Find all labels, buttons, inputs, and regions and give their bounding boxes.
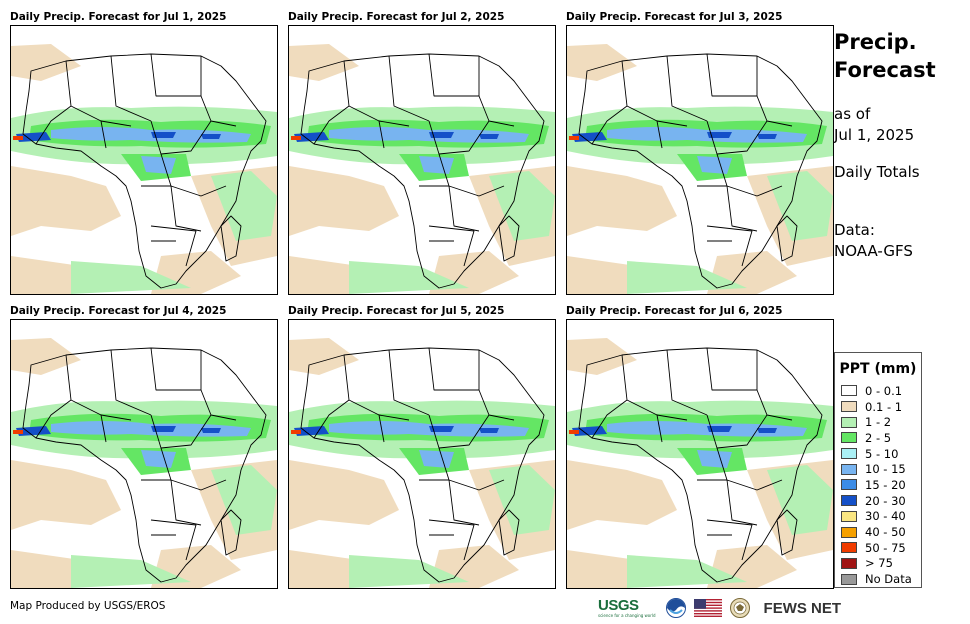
legend-item: 10 - 15 (835, 461, 921, 477)
as-of-date: Jul 1, 2025 (834, 126, 915, 144)
precip-map (566, 25, 834, 295)
legend-swatch (841, 416, 857, 428)
precip-map (288, 25, 556, 295)
legend-label: 0.1 - 1 (865, 399, 903, 414)
precip-map (10, 319, 278, 589)
legend-item: 50 - 75 (835, 540, 921, 556)
panel-title: Daily Precip. Forecast for Jul 5, 2025 (288, 305, 505, 317)
panel-title: Daily Precip. Forecast for Jul 1, 2025 (10, 11, 227, 23)
legend-item: 0.1 - 1 (835, 399, 921, 415)
legend-label: 30 - 40 (865, 509, 906, 524)
legend-label: 0 - 0.1 (865, 383, 903, 398)
legend-item: 0 - 0.1 (835, 383, 921, 399)
as-of-label: as of (834, 105, 871, 123)
legend-swatch (841, 479, 857, 491)
legend-item: 1 - 2 (835, 414, 921, 430)
data-label: Data: (834, 221, 875, 239)
africa-precip-map (567, 337, 833, 588)
africa-precip-map (11, 43, 277, 294)
precip-map (566, 319, 834, 589)
legend-item: 40 - 50 (835, 524, 921, 540)
africa-precip-map (11, 337, 277, 588)
legend-swatch (841, 573, 857, 585)
usgs-tagline: science for a changing world (598, 613, 656, 618)
africa-precip-map (289, 337, 555, 588)
totals-label: Daily Totals (834, 163, 920, 181)
fews-net-logo: FEWS NET (763, 599, 842, 617)
usgs-wordmark: USGS (598, 597, 639, 614)
legend-label: 5 - 10 (865, 446, 899, 461)
panel-title: Daily Precip. Forecast for Jul 3, 2025 (566, 11, 783, 23)
legend-item: 30 - 40 (835, 509, 921, 525)
panel-title: Daily Precip. Forecast for Jul 6, 2025 (566, 305, 783, 317)
map-credit: Map Produced by USGS/EROS (10, 600, 166, 612)
legend-swatch (841, 401, 857, 413)
us-flag-icon (693, 599, 722, 617)
legend-swatch (841, 495, 857, 507)
legend-swatch (841, 385, 857, 397)
legend-label: No Data (865, 572, 912, 587)
precip-map (288, 319, 556, 589)
africa-precip-map (567, 43, 833, 294)
legend-swatch (841, 448, 857, 460)
legend-item: No Data (835, 571, 921, 587)
legend-swatch (841, 463, 857, 475)
legend-label: 1 - 2 (865, 415, 892, 430)
legend-label: > 75 (865, 556, 893, 571)
legend-item: 20 - 30 (835, 493, 921, 509)
legend-label: 10 - 15 (865, 462, 906, 477)
forecast-info: Precip. Forecast as of Jul 1, 2025 Daily… (834, 28, 964, 262)
legend-label: 2 - 5 (865, 430, 892, 445)
legend-swatch (841, 432, 857, 444)
logos: USGS science for a changing world FEWS N… (598, 596, 841, 620)
legend-label: 20 - 30 (865, 493, 906, 508)
data-source: NOAA-GFS (834, 242, 913, 260)
legend-item: > 75 (835, 556, 921, 572)
legend-swatch (841, 526, 857, 538)
panel-title: Daily Precip. Forecast for Jul 2, 2025 (288, 11, 505, 23)
sidebar-title-line2: Forecast (834, 58, 936, 82)
legend-label: 40 - 50 (865, 525, 906, 540)
sidebar-title-line1: Precip. (834, 30, 917, 54)
state-dept-seal-icon (729, 598, 750, 618)
legend-item: 2 - 5 (835, 430, 921, 446)
legend-swatch (841, 510, 857, 522)
legend-label: 50 - 75 (865, 540, 906, 555)
legend-label: 15 - 20 (865, 477, 906, 492)
legend-item: 5 - 10 (835, 446, 921, 462)
legend-swatch (841, 557, 857, 569)
legend-swatch (841, 542, 857, 554)
noaa-logo-icon (665, 598, 686, 618)
usgs-logo: USGS science for a changing world (598, 598, 656, 618)
africa-precip-map (289, 43, 555, 294)
panel-title: Daily Precip. Forecast for Jul 4, 2025 (10, 305, 227, 317)
legend-item: 15 - 20 (835, 477, 921, 493)
precip-map (10, 25, 278, 295)
legend-title: PPT (mm) (839, 361, 917, 377)
